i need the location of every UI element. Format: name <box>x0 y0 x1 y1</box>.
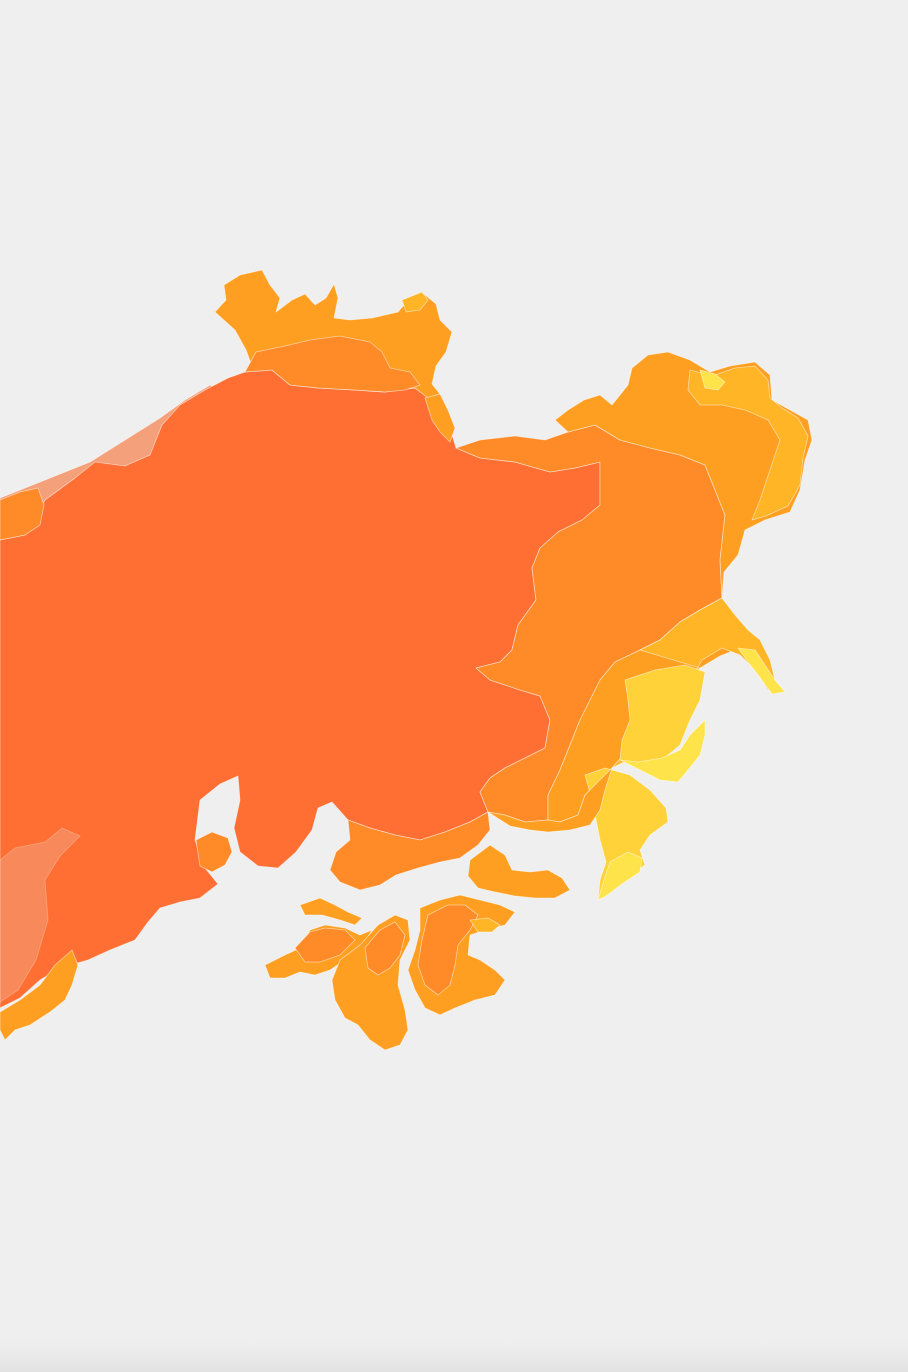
region-left-edge[interactable] <box>0 487 45 541</box>
region-island-west[interactable] <box>299 897 363 926</box>
region-island-south-central-inner[interactable] <box>364 921 406 976</box>
region-south-coast[interactable] <box>329 811 491 891</box>
region-south-peninsula-east[interactable] <box>467 844 571 899</box>
region-north-peninsula-inner[interactable] <box>244 335 421 393</box>
region-island-southeast-inner[interactable] <box>417 904 479 996</box>
region-southwest-coast[interactable] <box>0 949 79 1041</box>
region-north-coast[interactable] <box>424 393 456 443</box>
region-south-headland-tip[interactable] <box>597 851 643 901</box>
bottom-fade <box>0 1342 908 1372</box>
region-northeast-class4[interactable] <box>687 365 809 521</box>
region-island-east-small[interactable] <box>469 917 501 933</box>
region-channel-island[interactable] <box>195 831 233 873</box>
region-north-islet[interactable] <box>401 291 429 313</box>
region-south-band[interactable] <box>487 767 613 833</box>
region-northeast-class3[interactable] <box>554 351 813 599</box>
region-southwest-inner[interactable] <box>0 827 81 1003</box>
region-southeast-coast-class6[interactable] <box>619 719 706 783</box>
region-southeast-class6[interactable] <box>737 647 786 695</box>
region-southeast-class5[interactable] <box>619 664 706 766</box>
region-island-southwest-inner[interactable] <box>294 927 356 963</box>
region-northeast-class6[interactable] <box>699 369 726 391</box>
